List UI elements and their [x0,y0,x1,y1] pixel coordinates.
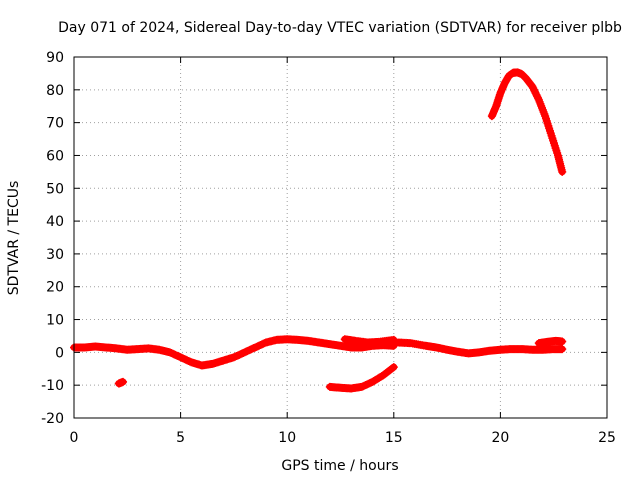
series-arc-negative [325,363,398,393]
data-point [119,377,128,386]
x-axis-label: GPS time / hours [281,458,398,474]
data-point [558,337,567,346]
series-arc-end [534,336,567,348]
y-tick-label: -10 [41,378,64,394]
x-tick-label: 10 [278,430,296,446]
x-tick-label: 20 [491,430,509,446]
y-tick-label: 90 [46,50,64,66]
data-point [389,363,398,372]
data-traces [70,68,567,393]
x-tick-label: 5 [176,430,185,446]
y-tick-label: 30 [46,247,64,263]
chart-title: Day 071 of 2024, Sidereal Day-to-day VTE… [58,20,622,36]
data-point [558,167,567,176]
y-tick-label: 50 [46,181,64,197]
x-tick-label: 25 [598,430,616,446]
x-tick-label: 15 [385,430,403,446]
y-tick-label: 20 [46,280,64,296]
y-tick-label: -20 [41,411,64,427]
y-tick-label: 0 [55,345,64,361]
y-tick-label: 10 [46,313,64,329]
y-tick-label: 80 [46,83,64,99]
data-point [558,345,567,354]
y-tick-label: 40 [46,214,64,230]
plot-frame [73,56,608,419]
data-point [388,364,397,373]
data-point [533,94,542,103]
series-arc-small [114,377,128,388]
series-arc-main-1 [70,335,398,370]
x-tick-label: 0 [70,430,79,446]
series-arc-high [487,68,567,176]
tick-layer: 0 5 10 15 20 25 -20 -10 0 10 20 30 40 50 60 70 80 90 [41,50,616,446]
y-tick-label: 70 [46,116,64,132]
y-axis-label: SDTVAR / TECUs [6,181,22,296]
series-arc-main-2 [340,335,398,347]
y-tick-label: 60 [46,148,64,164]
series-arc-main-3 [394,338,567,358]
